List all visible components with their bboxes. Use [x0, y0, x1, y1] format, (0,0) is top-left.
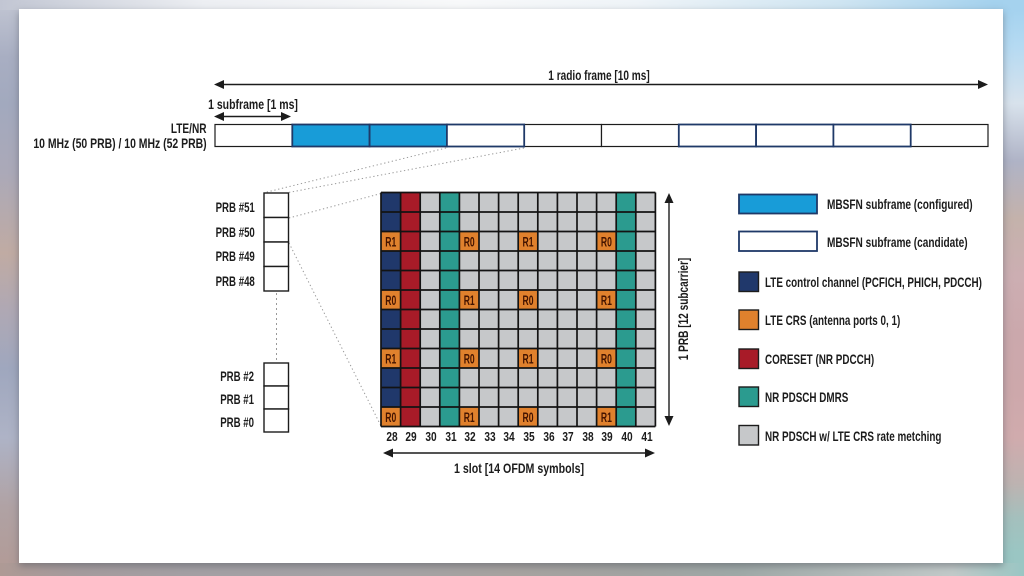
svg-text:R0: R0 [601, 235, 612, 250]
svg-text:R0: R0 [523, 410, 534, 425]
svg-text:R1: R1 [523, 352, 534, 367]
svg-text:R1: R1 [601, 410, 612, 425]
svg-text:R0: R0 [385, 293, 396, 308]
svg-text:R1: R1 [385, 352, 396, 367]
svg-text:R1: R1 [385, 235, 396, 250]
svg-text:R0: R0 [464, 235, 475, 250]
svg-text:R1: R1 [601, 293, 612, 308]
svg-text:R1: R1 [523, 235, 534, 250]
svg-text:R1: R1 [464, 410, 475, 425]
svg-text:R0: R0 [523, 293, 534, 308]
svg-text:R1: R1 [464, 293, 475, 308]
svg-text:R0: R0 [601, 352, 612, 367]
svg-text:R0: R0 [464, 352, 475, 367]
svg-text:R0: R0 [385, 410, 396, 425]
